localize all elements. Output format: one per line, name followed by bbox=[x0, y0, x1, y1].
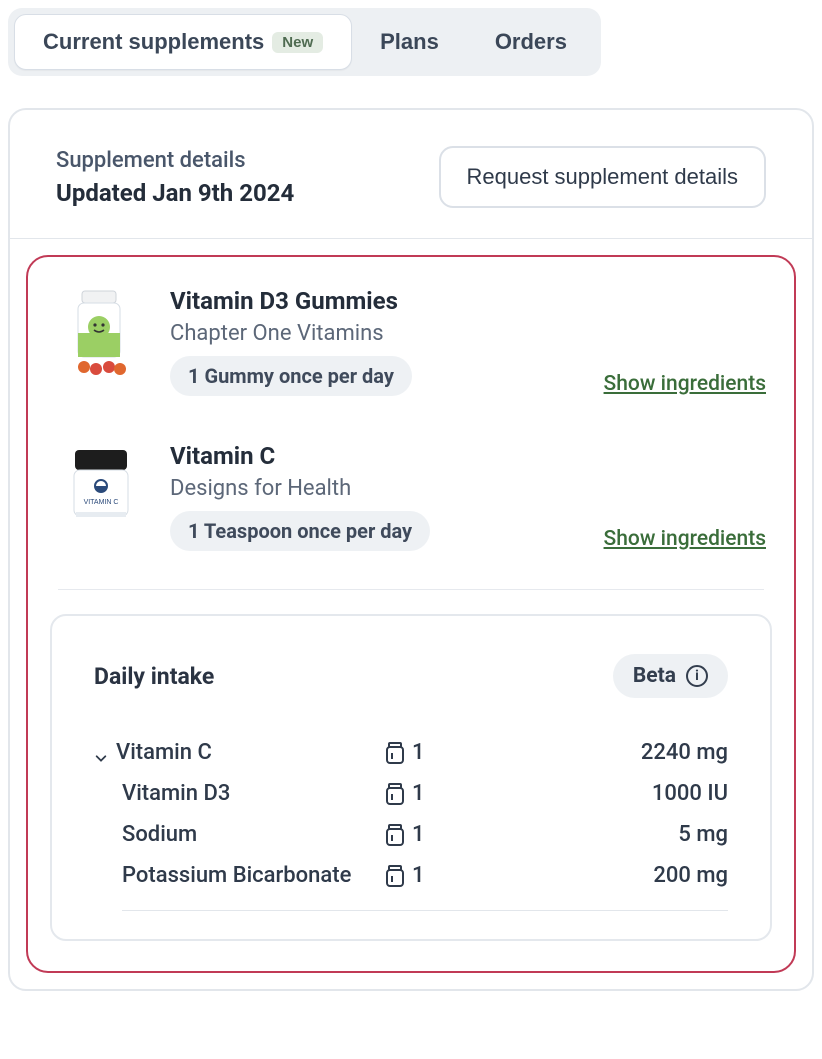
show-ingredients-link[interactable]: Show ingredients bbox=[604, 372, 766, 396]
product-thumbnail-icon: VITAMIN C bbox=[60, 442, 142, 532]
card-header: Supplement details Updated Jan 9th 2024 … bbox=[10, 110, 812, 239]
badge-new: New bbox=[272, 32, 323, 53]
supplement-count: 1 bbox=[412, 822, 425, 847]
supplement-brand: Chapter One Vitamins bbox=[170, 321, 762, 346]
supplement-count: 1 bbox=[412, 863, 425, 888]
nutrient-name: Vitamin C bbox=[116, 740, 212, 765]
tab-label: Current supplements bbox=[43, 29, 264, 55]
beta-badge[interactable]: Beta i bbox=[613, 654, 728, 698]
product-thumbnail-icon bbox=[60, 287, 142, 377]
nutrient-amount: 1000 IU bbox=[464, 781, 728, 806]
info-icon: i bbox=[686, 665, 708, 687]
tab-label: Orders bbox=[495, 29, 567, 55]
intake-header: Daily intake Beta i bbox=[94, 654, 728, 698]
daily-intake-panel: Daily intake Beta i Vitamin C bbox=[50, 614, 772, 941]
nutrient-amount: 200 mg bbox=[464, 863, 728, 888]
supplement-row: Vitamin D3 Gummies Chapter One Vitamins … bbox=[50, 279, 772, 396]
tab-current-supplements[interactable]: Current supplements New bbox=[14, 14, 352, 70]
intake-row: Potassium Bicarbonate 1 200 mg bbox=[94, 855, 728, 896]
supplement-count: 1 bbox=[412, 740, 425, 765]
jar-icon bbox=[384, 864, 406, 888]
tab-plans[interactable]: Plans bbox=[352, 15, 467, 69]
request-details-button[interactable]: Request supplement details bbox=[439, 146, 767, 208]
supplement-name: Vitamin D3 Gummies bbox=[170, 287, 762, 315]
dose-pill: 1 Gummy once per day bbox=[170, 356, 412, 396]
jar-icon bbox=[384, 741, 406, 765]
nutrient-name: Potassium Bicarbonate bbox=[122, 863, 351, 888]
divider bbox=[58, 589, 764, 590]
tab-orders[interactable]: Orders bbox=[467, 15, 595, 69]
intake-title: Daily intake bbox=[94, 663, 214, 690]
highlighted-section: Vitamin D3 Gummies Chapter One Vitamins … bbox=[26, 255, 796, 973]
svg-text:VITAMIN C: VITAMIN C bbox=[84, 499, 119, 506]
nutrient-name: Vitamin D3 bbox=[122, 781, 230, 806]
jar-icon bbox=[384, 782, 406, 806]
beta-label: Beta bbox=[633, 664, 676, 688]
supplements-card: Supplement details Updated Jan 9th 2024 … bbox=[8, 108, 814, 991]
dose-pill: 1 Teaspoon once per day bbox=[170, 511, 430, 551]
supplement-name: Vitamin C bbox=[170, 442, 762, 470]
intake-row: Vitamin D3 1 1000 IU bbox=[94, 773, 728, 814]
nutrient-amount: 2240 mg bbox=[464, 740, 728, 765]
intake-table: Vitamin C 1 2240 mg Vitamin D3 bbox=[94, 732, 728, 911]
header-title: Updated Jan 9th 2024 bbox=[56, 179, 294, 207]
supplement-brand: Designs for Health bbox=[170, 476, 762, 501]
nutrient-name: Sodium bbox=[122, 822, 197, 847]
header-subtitle: Supplement details bbox=[56, 148, 294, 173]
supplement-row: VITAMIN C Vitamin C Designs for Health 1… bbox=[50, 434, 772, 551]
tab-label: Plans bbox=[380, 29, 439, 55]
intake-row: Vitamin C 1 2240 mg bbox=[94, 732, 728, 773]
intake-row: Sodium 1 5 mg bbox=[94, 814, 728, 855]
divider bbox=[122, 910, 728, 911]
supplement-count: 1 bbox=[412, 781, 425, 806]
header-titles: Supplement details Updated Jan 9th 2024 bbox=[56, 148, 294, 207]
nutrient-amount: 5 mg bbox=[464, 822, 728, 847]
tabs-container: Current supplements New Plans Orders bbox=[8, 8, 601, 76]
show-ingredients-link[interactable]: Show ingredients bbox=[604, 527, 766, 551]
chevron-down-icon[interactable] bbox=[94, 746, 108, 760]
jar-icon bbox=[384, 823, 406, 847]
